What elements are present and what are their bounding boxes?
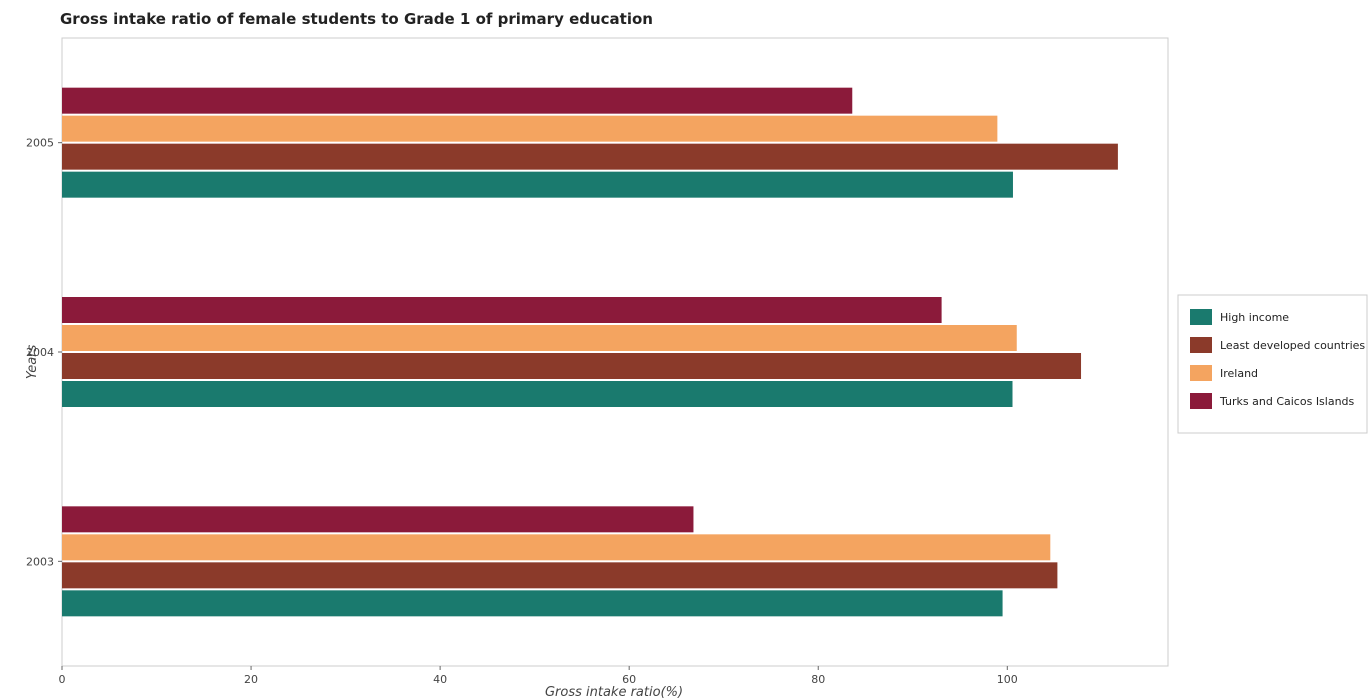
x-tick-label: 100 xyxy=(997,673,1018,686)
chart-title: Gross intake ratio of female students to… xyxy=(60,10,653,28)
bar-turks-and-caicos-islands-2005 xyxy=(62,87,853,114)
bar-ireland-2004 xyxy=(62,325,1017,351)
legend-swatch xyxy=(1190,365,1212,381)
bar-ireland-2003 xyxy=(62,534,1051,561)
x-axis: 0 20 40 60 80 100 xyxy=(59,666,1018,686)
y-tick-label: 2004 xyxy=(26,346,54,359)
y-tick-label: 2005 xyxy=(26,137,54,150)
bar-high-income-2003 xyxy=(62,590,1003,617)
x-tick-label: 60 xyxy=(622,673,636,686)
x-tick-label: 40 xyxy=(433,673,447,686)
x-tick-label: 0 xyxy=(59,673,66,686)
legend-label: Ireland xyxy=(1220,367,1258,380)
legend-swatch xyxy=(1190,309,1212,325)
x-axis-label: Gross intake ratio(%) xyxy=(545,685,683,700)
y-tick-label: 2003 xyxy=(26,555,54,568)
legend-swatch xyxy=(1190,393,1212,409)
bar-least-developed-countries-2003 xyxy=(62,562,1058,589)
legend-label: Least developed countries xyxy=(1220,339,1365,352)
legend-label: High income xyxy=(1220,311,1289,324)
bar-turks-and-caicos-islands-2004 xyxy=(62,297,942,323)
bar-least-developed-countries-2005 xyxy=(62,143,1118,170)
x-tick-label: 20 xyxy=(244,673,258,686)
y-axis-label: Years xyxy=(25,344,40,379)
legend: High income Least developed countries Irel… xyxy=(1177,294,1368,434)
y-axis: 2003 2004 2005 xyxy=(26,137,62,568)
bar-high-income-2004 xyxy=(62,381,1013,407)
plot-area xyxy=(61,37,1169,667)
legend-label: Turks and Caicos Islands xyxy=(1219,395,1355,408)
bar-high-income-2005 xyxy=(62,171,1013,198)
bar-turks-and-caicos-islands-2003 xyxy=(62,506,694,533)
bar-ireland-2005 xyxy=(62,115,998,142)
legend-swatch xyxy=(1190,337,1212,353)
x-tick-label: 80 xyxy=(811,673,825,686)
bar-least-developed-countries-2004 xyxy=(62,353,1082,379)
